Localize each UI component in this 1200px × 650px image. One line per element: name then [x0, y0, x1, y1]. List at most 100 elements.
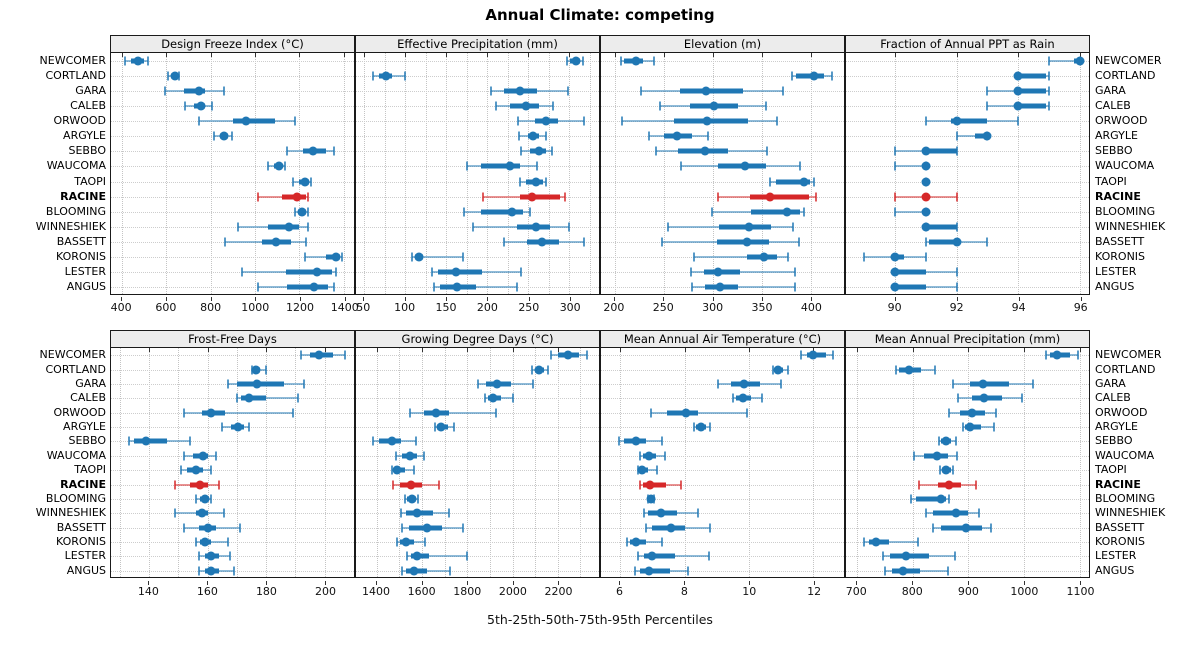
median-dot	[197, 508, 207, 518]
whisker-cap	[174, 480, 177, 490]
whisker-cap	[545, 131, 548, 141]
whisker-cap	[257, 282, 260, 292]
median-dot	[645, 480, 655, 490]
whisker-cap	[691, 282, 694, 292]
plot-elevation-m	[600, 52, 845, 295]
whisker-cap	[392, 480, 395, 490]
row-label-winneshiek: WINNESHIEK	[1095, 219, 1166, 233]
whisker-cap	[710, 207, 713, 217]
plot-area	[601, 348, 844, 577]
row-guide	[601, 484, 844, 486]
whisker-cap	[266, 161, 269, 171]
axis-tick	[663, 297, 665, 301]
whisker-cap	[433, 422, 436, 432]
row-guide	[846, 105, 1089, 107]
axis-tick	[749, 348, 751, 352]
whisker-cap	[638, 480, 641, 490]
row-guide	[356, 498, 599, 500]
whisker-cap	[305, 237, 308, 247]
row-guide	[111, 226, 354, 228]
plot-area	[846, 53, 1089, 294]
median-dot	[646, 494, 656, 504]
whisker-cap	[222, 508, 225, 518]
whisker-cap	[797, 237, 800, 247]
gridline	[684, 348, 686, 577]
whisker-cap	[717, 379, 720, 389]
whisker-cap	[746, 408, 749, 418]
axis-tick	[207, 581, 209, 585]
whisker-cap	[633, 566, 636, 576]
whisker-cap	[551, 146, 554, 156]
median-dot	[782, 207, 792, 217]
gridline	[149, 348, 151, 577]
median-dot	[537, 237, 547, 247]
axis-mean-annual-precipitation-mm: 700 800 900 1000 1100	[845, 581, 1094, 599]
whisker-cap	[640, 86, 643, 96]
row-label-taopi: TAOPI	[74, 174, 106, 188]
panel-mean-annual-air-temperature-c: Mean Annual Air Temperature (°C)	[600, 330, 845, 578]
axis-tick	[613, 297, 615, 301]
median-dot	[701, 86, 711, 96]
strip-design-freeze-index-c: Design Freeze Index (°C)	[110, 35, 355, 53]
whisker-cap	[400, 566, 403, 576]
whisker-cap	[180, 465, 183, 475]
tick-label: 140	[137, 585, 159, 598]
median-dot	[534, 365, 544, 375]
iqr-bar	[1015, 103, 1046, 109]
whisker-cap	[438, 480, 441, 490]
median-dot	[571, 56, 581, 66]
axis-tick	[364, 53, 366, 57]
gridline	[749, 348, 751, 577]
median-dot	[808, 350, 818, 360]
tick-label: 160	[196, 585, 218, 598]
median-dot	[244, 393, 254, 403]
median-dot	[431, 408, 441, 418]
whisker-cap	[297, 393, 300, 403]
whisker-cap	[986, 237, 989, 247]
whisker-cap	[706, 131, 709, 141]
axis-tick	[557, 348, 559, 352]
row-guide	[111, 272, 354, 274]
plot-area	[846, 348, 1089, 577]
tick-label: 600	[155, 301, 177, 314]
whisker-cap	[183, 451, 186, 461]
row-label-argyle: ARGYLE	[1095, 420, 1138, 434]
whisker-cap	[461, 523, 464, 533]
row-guide	[111, 90, 354, 92]
axis-tick	[569, 53, 571, 57]
axis-tick	[210, 53, 212, 57]
iqr-bar	[776, 179, 810, 185]
strip-fraction-of-annual-ppt-as-rain: Fraction of Annual PPT as Rain	[845, 35, 1090, 53]
whisker-cap	[494, 101, 497, 111]
whisker-cap	[782, 86, 785, 96]
panel-elevation-m: Elevation (m)	[600, 35, 845, 295]
iqr-bar	[925, 148, 957, 154]
median-dot	[936, 494, 946, 504]
row-guide	[601, 60, 844, 62]
whisker-cap	[490, 86, 493, 96]
whisker-cap	[760, 393, 763, 403]
whisker-cap	[895, 365, 898, 375]
row-label-bassett: BASSETT	[1095, 235, 1145, 249]
axis-tick	[663, 53, 665, 57]
median-dot	[521, 101, 531, 111]
axis-tick	[149, 348, 151, 352]
median-dot	[715, 282, 725, 292]
plot-effective-precipitation-mm	[355, 52, 600, 295]
whisker-cap	[197, 116, 200, 126]
median-dot	[740, 161, 750, 171]
tick-label: 50	[356, 301, 371, 314]
whisker-cap	[947, 408, 950, 418]
whisker-cap	[517, 131, 520, 141]
axis-tick	[1079, 348, 1081, 352]
whisker-cap	[410, 252, 413, 262]
gridline	[1023, 348, 1025, 577]
whisker-cap	[194, 537, 197, 547]
axis-tick	[712, 53, 714, 57]
row-guide	[356, 196, 599, 198]
strip-elevation-m: Elevation (m)	[600, 35, 845, 53]
median-dot	[656, 508, 666, 518]
whisker-cap	[465, 161, 468, 171]
median-dot	[631, 537, 641, 547]
whisker-cap	[974, 480, 977, 490]
